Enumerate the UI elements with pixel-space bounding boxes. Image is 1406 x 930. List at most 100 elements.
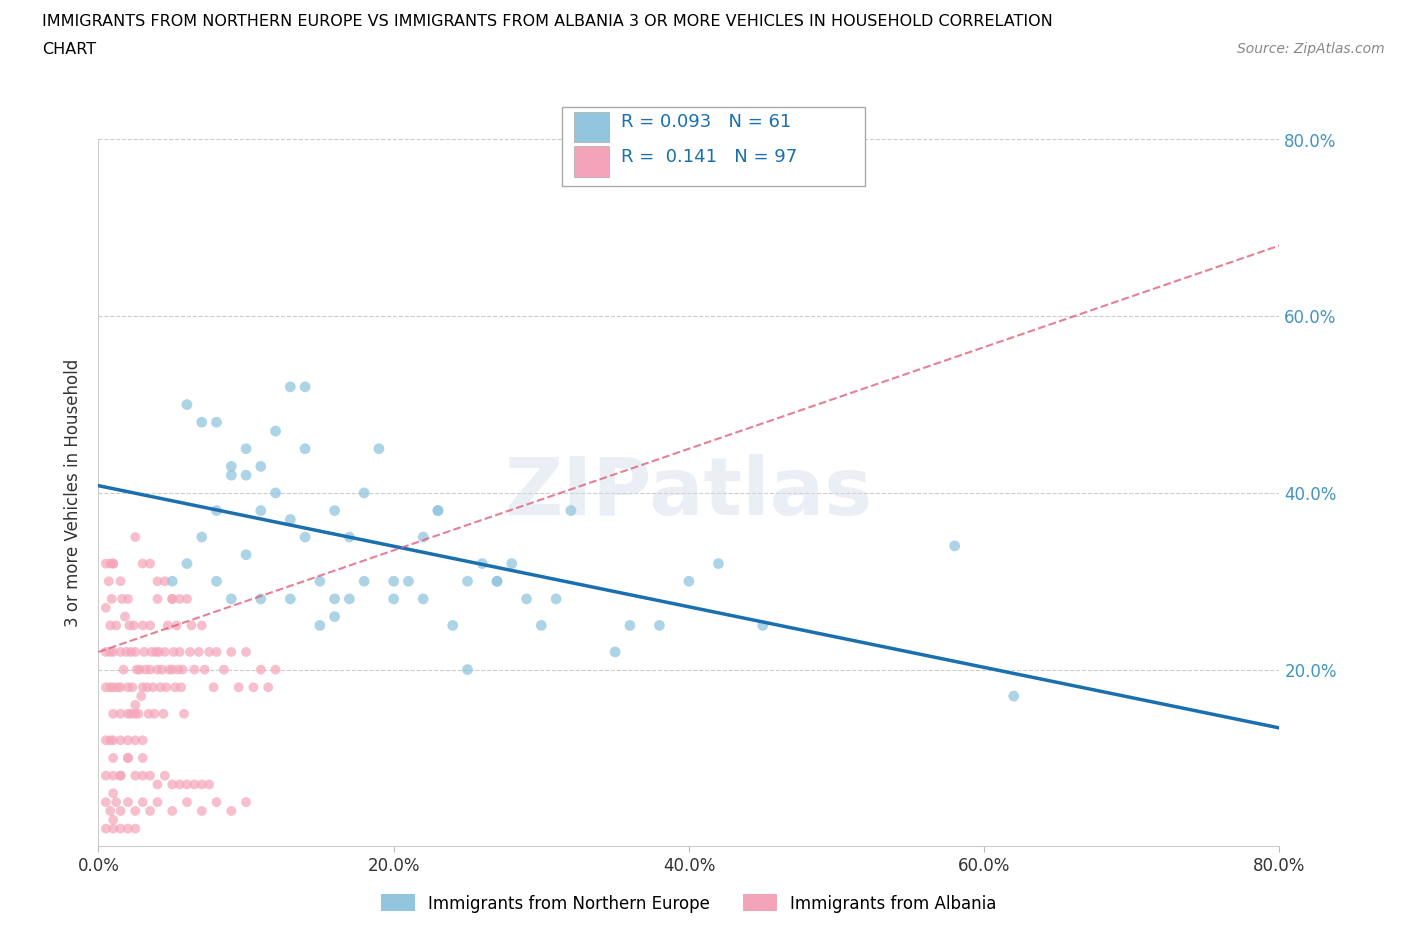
Point bbox=[153, 644, 176, 659]
Point bbox=[212, 662, 235, 677]
Point bbox=[94, 680, 117, 695]
Point bbox=[127, 707, 149, 722]
Point bbox=[155, 680, 177, 695]
Point bbox=[471, 556, 494, 571]
Point bbox=[149, 680, 172, 695]
Point bbox=[103, 813, 125, 828]
Point bbox=[103, 707, 125, 722]
Point bbox=[110, 644, 132, 659]
Text: ZIPatlas: ZIPatlas bbox=[505, 454, 873, 532]
Point bbox=[110, 768, 132, 783]
Point bbox=[180, 618, 202, 633]
Point bbox=[146, 777, 169, 792]
Point bbox=[678, 574, 700, 589]
Point bbox=[124, 530, 146, 545]
Point bbox=[382, 574, 405, 589]
Point bbox=[143, 707, 166, 722]
Point bbox=[530, 618, 553, 633]
Point bbox=[146, 574, 169, 589]
Point bbox=[235, 442, 257, 457]
Point bbox=[412, 530, 434, 545]
Point bbox=[619, 618, 641, 633]
Point bbox=[120, 707, 142, 722]
Point bbox=[166, 618, 188, 633]
Legend: Immigrants from Northern Europe, Immigrants from Albania: Immigrants from Northern Europe, Immigra… bbox=[375, 888, 1002, 919]
Point bbox=[294, 442, 316, 457]
Point bbox=[162, 574, 183, 589]
Point bbox=[110, 804, 132, 818]
Point bbox=[170, 680, 193, 695]
Point bbox=[167, 662, 190, 677]
Point bbox=[176, 777, 198, 792]
Point bbox=[198, 777, 221, 792]
Point bbox=[191, 415, 214, 430]
Point bbox=[107, 680, 129, 695]
Point bbox=[162, 591, 183, 606]
Point bbox=[110, 733, 132, 748]
Point bbox=[191, 618, 214, 633]
Point bbox=[103, 680, 125, 695]
Point bbox=[139, 618, 162, 633]
Point bbox=[110, 768, 132, 783]
Point bbox=[339, 530, 360, 545]
Point bbox=[117, 751, 139, 765]
Point bbox=[139, 556, 162, 571]
Point bbox=[138, 707, 160, 722]
Point bbox=[100, 591, 122, 606]
Point bbox=[368, 442, 391, 457]
Point bbox=[111, 591, 134, 606]
Point bbox=[114, 609, 136, 624]
Point bbox=[125, 662, 148, 677]
Point bbox=[546, 591, 568, 606]
Point bbox=[118, 618, 141, 633]
Point bbox=[156, 618, 179, 633]
Point bbox=[139, 662, 162, 677]
Point bbox=[124, 804, 146, 818]
Point bbox=[648, 618, 671, 633]
Point bbox=[142, 680, 165, 695]
Point bbox=[172, 662, 194, 677]
Point bbox=[257, 680, 280, 695]
Point bbox=[250, 503, 273, 518]
Point bbox=[124, 821, 146, 836]
Point bbox=[250, 662, 273, 677]
Point bbox=[198, 644, 221, 659]
Point bbox=[117, 707, 139, 722]
Point bbox=[396, 574, 419, 589]
Point bbox=[94, 601, 117, 616]
Point bbox=[146, 591, 169, 606]
Point bbox=[132, 768, 155, 783]
Point bbox=[145, 644, 167, 659]
Point bbox=[94, 821, 117, 836]
Point bbox=[152, 707, 174, 722]
Point bbox=[94, 733, 117, 748]
Text: CHART: CHART bbox=[42, 42, 96, 57]
Point bbox=[98, 556, 121, 571]
Point bbox=[153, 574, 176, 589]
Point bbox=[105, 794, 128, 809]
Point bbox=[943, 538, 966, 553]
Point bbox=[294, 530, 316, 545]
Point bbox=[117, 591, 139, 606]
Point bbox=[235, 468, 257, 483]
Point bbox=[124, 644, 146, 659]
Point bbox=[205, 794, 228, 809]
Point bbox=[139, 804, 162, 818]
Point bbox=[162, 662, 183, 677]
Point bbox=[235, 794, 257, 809]
Point bbox=[122, 618, 145, 633]
Point bbox=[103, 556, 125, 571]
Point bbox=[169, 777, 191, 792]
Point bbox=[98, 618, 121, 633]
Point bbox=[219, 468, 242, 483]
Point bbox=[128, 662, 150, 677]
Point bbox=[205, 574, 228, 589]
Point bbox=[707, 556, 730, 571]
Point bbox=[515, 591, 537, 606]
Point bbox=[146, 794, 169, 809]
Point bbox=[98, 680, 121, 695]
Point bbox=[353, 574, 375, 589]
Point bbox=[191, 530, 214, 545]
Point bbox=[103, 786, 125, 801]
Point bbox=[176, 397, 198, 412]
